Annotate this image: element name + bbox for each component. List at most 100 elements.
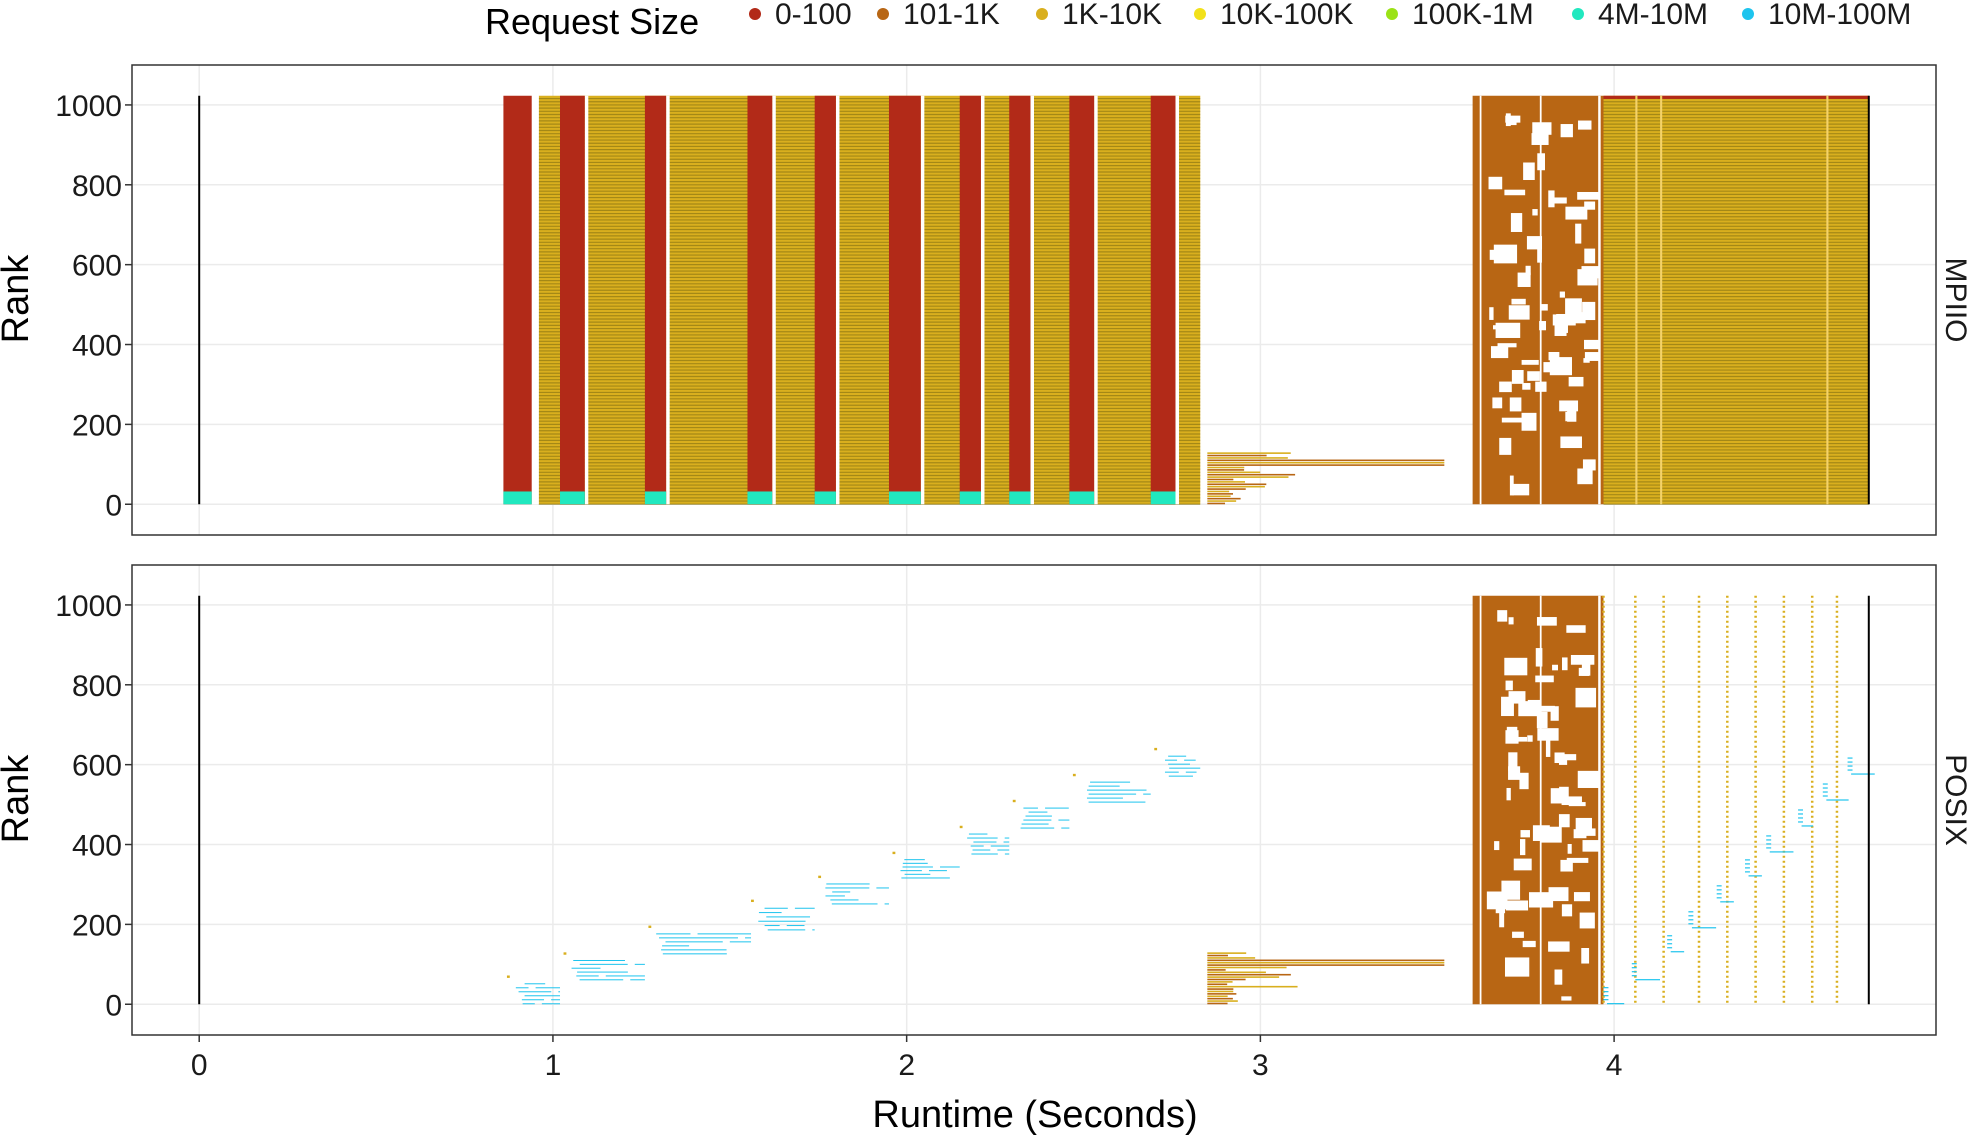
brown-block-gap [1578, 667, 1590, 676]
gridlines [132, 565, 1936, 1035]
cyan-dash [1169, 767, 1201, 769]
gold-dot [1154, 747, 1158, 751]
gold-dot [959, 825, 963, 829]
brown-block-gap [1561, 657, 1568, 671]
cyan-late-dash [1744, 871, 1750, 873]
brown-block-gap [1570, 654, 1595, 665]
legend-items: 0-100 101-1K 1K-10K 10K-100K 100K-1M 4M-10M 10… [749, 0, 1911, 31]
cyan-late-dash [1798, 821, 1803, 823]
brown-block-gap [1517, 272, 1531, 287]
cyan-late-dash [1603, 999, 1609, 1001]
y-tick-label: 1000 [55, 90, 122, 123]
cyan-late-dash [1847, 765, 1853, 767]
cyan-dash [940, 866, 960, 868]
brown-block-gap [1565, 298, 1582, 316]
brown-block-gap [1510, 213, 1523, 232]
legend-swatch [1572, 8, 1584, 20]
brown-block-gap [1495, 322, 1521, 338]
legend-swatch [1194, 8, 1206, 20]
cyan-late-dash [1688, 919, 1694, 921]
brown-block-gap [1554, 969, 1563, 985]
cyan-dash [521, 999, 545, 1001]
brown-block-gap [1536, 711, 1548, 729]
brown-block-gap [1501, 417, 1523, 423]
cyan-late-dash [1748, 875, 1762, 877]
cyan-dash [832, 891, 851, 893]
gold-gap [1094, 95, 1098, 505]
y-axis-title-mpiio: Rank [0, 254, 37, 344]
brown-block-gap [1540, 304, 1548, 311]
brown-block-gap [1579, 912, 1595, 929]
tail-bar [1207, 983, 1228, 986]
cyan-dash [826, 883, 870, 885]
brown-block-gap [1558, 814, 1570, 828]
cyan-dash [1004, 853, 1010, 855]
brown-block-gap [1575, 687, 1597, 708]
brown-block-gap [1545, 739, 1551, 757]
legend-label: 10M-100M [1768, 0, 1911, 31]
cyan-dash [630, 979, 645, 981]
brown-block-gap [1561, 996, 1572, 1001]
cyan-late-dash [1670, 951, 1685, 953]
brown-block-gap [1499, 437, 1512, 455]
cyan-dash [697, 933, 752, 935]
legend-label: 4M-10M [1598, 0, 1708, 31]
tail-bar [1207, 473, 1296, 476]
cyan-dash [1184, 759, 1196, 761]
panel-posix: 0 200 400 600 800 1000 POSIX [55, 564, 1969, 1036]
cyan-dash [902, 866, 933, 868]
gold-gap [1175, 95, 1180, 505]
cyan-late-dash [1744, 863, 1750, 865]
cyan-late-dash [1603, 987, 1609, 989]
cyan-late-dash [1716, 889, 1722, 891]
legend-label: 0-100 [775, 0, 852, 31]
red-bar [747, 95, 773, 505]
cyan-late-dash [1688, 923, 1694, 925]
cyan-dash [579, 963, 628, 965]
y-tick-label: 400 [72, 830, 122, 863]
brown-block-gap [1568, 376, 1584, 387]
brown-block-gap [1527, 735, 1533, 742]
teal-bar [644, 491, 667, 505]
brown-block-gap [1499, 909, 1505, 928]
cyan-dash [831, 903, 878, 905]
brown-block-gap [1535, 648, 1543, 667]
cyan-dash [524, 983, 546, 985]
panel-border [131, 564, 1937, 1036]
cyan-late-dash [1798, 817, 1803, 819]
brown-block-gap [1506, 117, 1517, 126]
red-bar [1150, 95, 1176, 505]
gold-gap [666, 95, 670, 505]
brown-block-gap [1573, 892, 1590, 902]
tail-bar [1207, 978, 1246, 981]
brown-block-gap [1561, 904, 1573, 917]
legend-label: 10K-100K [1220, 0, 1353, 31]
panel-mpiio: 0 200 400 600 800 1000 MPIIO [55, 64, 1969, 536]
tail-bar [1207, 954, 1228, 957]
tail-bar [1207, 469, 1245, 471]
y-tick-label: 400 [72, 330, 122, 363]
cyan-late-dash [1766, 843, 1772, 845]
cyan-late-dash [1822, 787, 1828, 789]
brown-block-gap [1582, 840, 1600, 852]
cyan-dash [825, 895, 845, 897]
cyan-dash [634, 963, 645, 965]
cyan-dash [904, 859, 925, 861]
brown-block-gap [1525, 265, 1531, 276]
cyan-dash [1168, 763, 1190, 765]
brown-block-gap [1561, 796, 1582, 806]
red-bar [1009, 95, 1031, 505]
brown-block-gap [1492, 397, 1503, 409]
brown-block-gap [1575, 223, 1582, 244]
x-tick-label: 2 [898, 1049, 915, 1082]
cyan-dash [1004, 837, 1010, 839]
tail-bar [1207, 497, 1241, 500]
brown-block-gap [1497, 343, 1517, 348]
tail-bar [1207, 985, 1298, 988]
cyan-dash [745, 937, 752, 939]
cyan-dash [659, 937, 738, 939]
brown-block-gap [1514, 736, 1528, 742]
brown-block-gap [1508, 752, 1518, 771]
brown-block-gap [1560, 859, 1573, 872]
red-bar [959, 95, 981, 505]
